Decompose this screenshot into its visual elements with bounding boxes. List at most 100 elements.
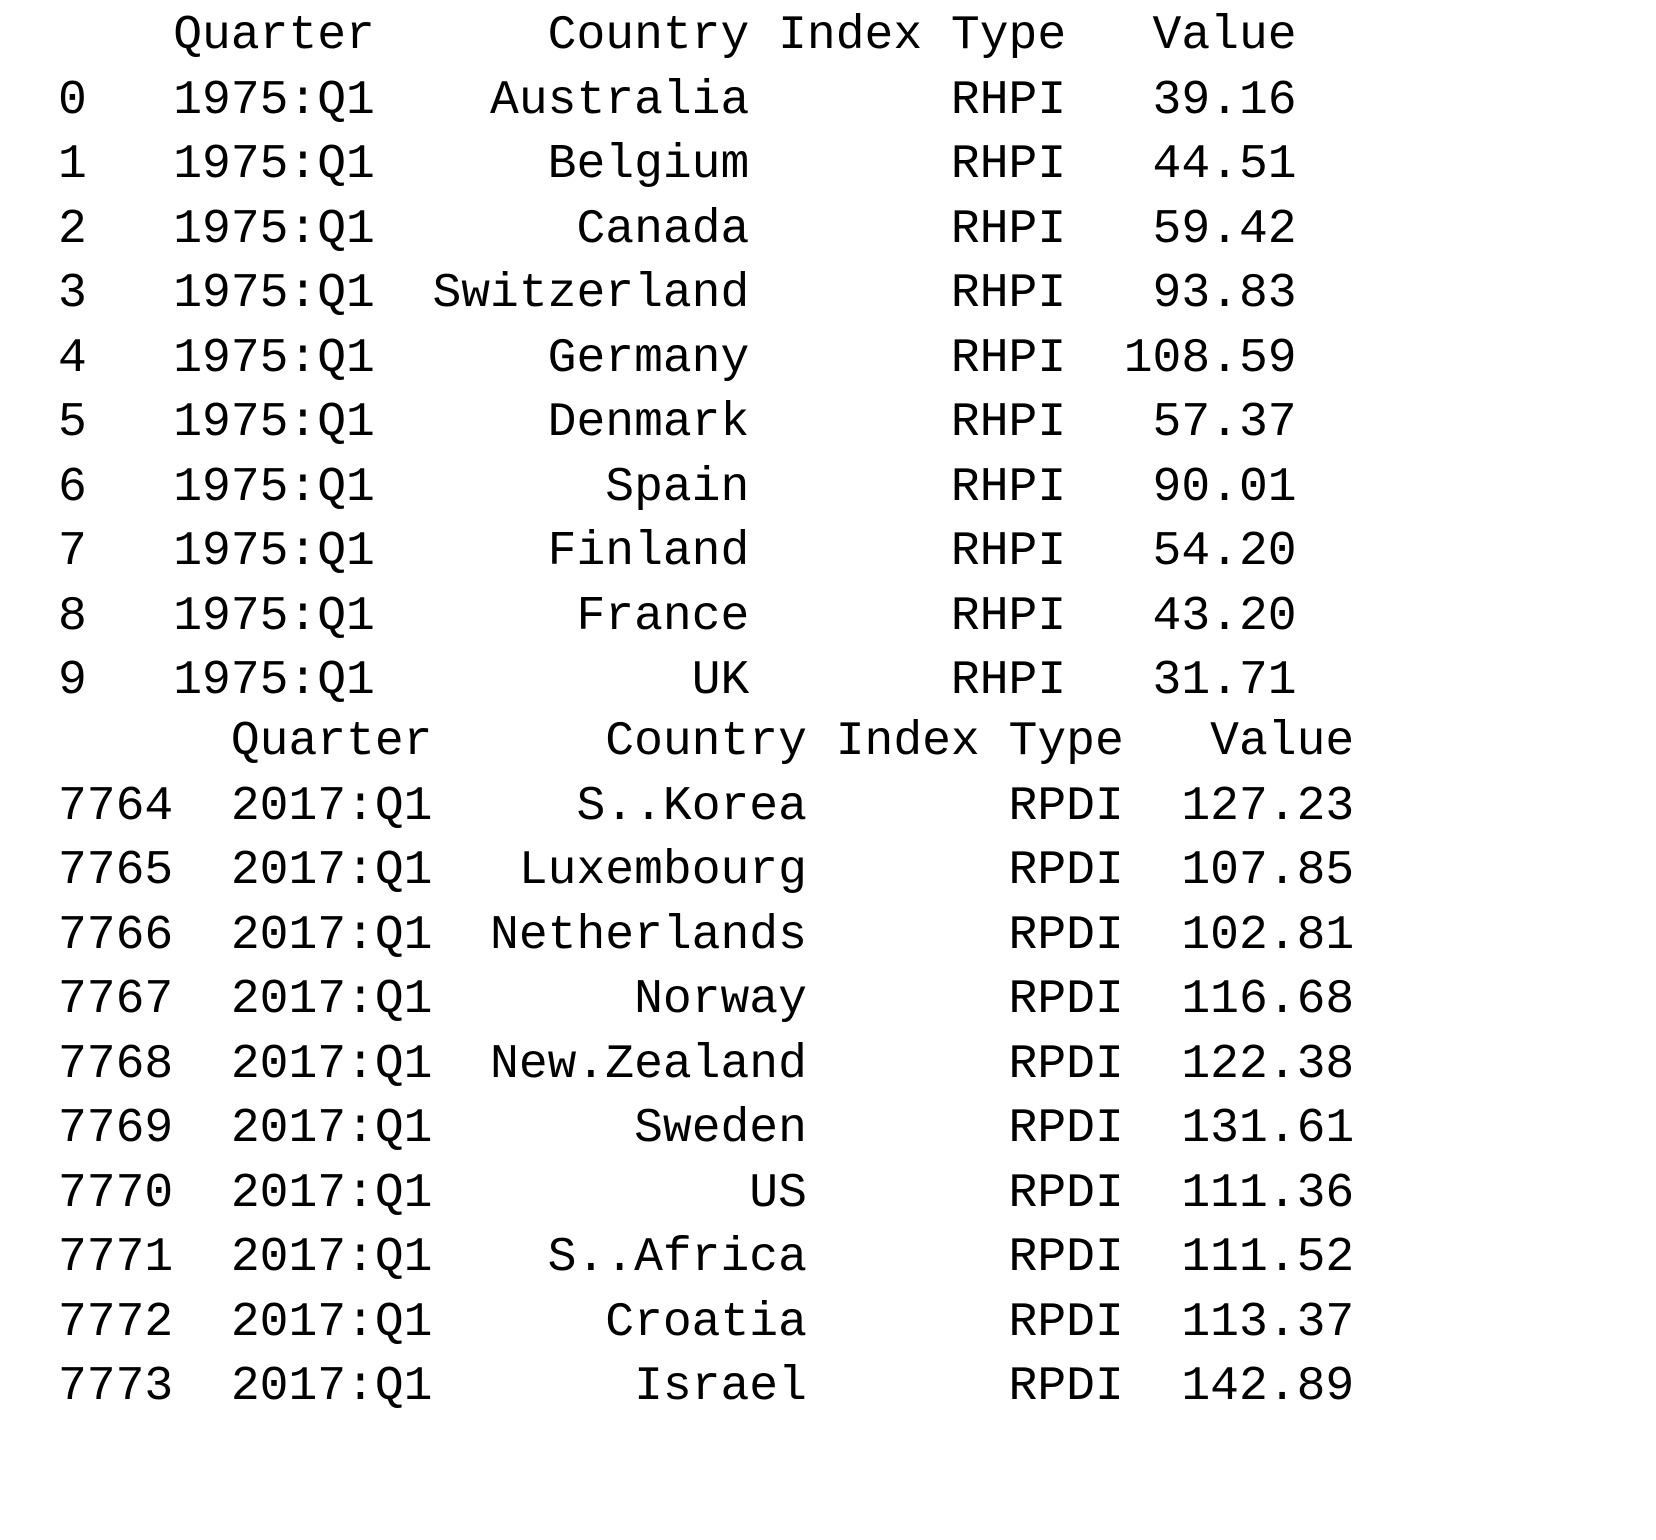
column-header-value: Value bbox=[1152, 9, 1297, 63]
row-index: 7772 bbox=[58, 1295, 174, 1350]
cell-value: 43.20 bbox=[1152, 589, 1297, 644]
cell-value: 54.20 bbox=[1152, 525, 1297, 579]
cell-country: Israel bbox=[634, 1360, 807, 1414]
row-index: 7767 bbox=[58, 973, 174, 1027]
dataframe-tail: Quarter Country Index Type Value 7764 2017:Q1… bbox=[58, 710, 1354, 1420]
table-row: 4 1975:Q1 Germany RHPI 108.59 bbox=[58, 327, 1297, 392]
column-header-value: Value bbox=[1210, 715, 1355, 769]
row-index: 7765 bbox=[58, 844, 174, 898]
cell-quarter: 1975:Q1 bbox=[173, 525, 375, 579]
row-index: 0 bbox=[58, 73, 87, 128]
cell-country: France bbox=[576, 589, 750, 644]
cell-quarter: 1975:Q1 bbox=[173, 654, 375, 708]
cell-value: 44.51 bbox=[1152, 138, 1297, 192]
cell-country: S..Africa bbox=[547, 1231, 807, 1285]
row-index: 4 bbox=[58, 331, 87, 386]
column-header-quarter: Quarter bbox=[173, 9, 375, 63]
row-index: 1 bbox=[58, 138, 87, 192]
cell-index-type: RPDI bbox=[1008, 973, 1124, 1027]
cell-value: 113.37 bbox=[1181, 1295, 1355, 1350]
cell-index-type: RHPI bbox=[950, 73, 1067, 128]
cell-country: Finland bbox=[547, 525, 750, 579]
cell-index-type: RPDI bbox=[1008, 844, 1124, 898]
table-row: 7768 2017:Q1 New.Zealand RPDI 122.38 bbox=[58, 1033, 1354, 1098]
row-index: 9 bbox=[58, 654, 87, 708]
column-header-row: Quarter Country Index Type Value bbox=[58, 710, 1354, 775]
cell-value: 111.36 bbox=[1181, 1166, 1355, 1221]
dataframe-head: Quarter Country Index Type Value 0 1975:Q1 Aus… bbox=[58, 4, 1297, 714]
cell-value: 122.38 bbox=[1181, 1037, 1355, 1092]
cell-quarter: 1975:Q1 bbox=[173, 73, 375, 128]
cell-quarter: 2017:Q1 bbox=[230, 1166, 433, 1221]
cell-country: Australia bbox=[490, 73, 750, 128]
row-index: 3 bbox=[58, 267, 87, 321]
cell-country: Sweden bbox=[634, 1102, 807, 1156]
cell-country: Belgium bbox=[547, 138, 750, 192]
column-header-country: Country bbox=[605, 715, 807, 769]
cell-value: 31.71 bbox=[1152, 654, 1297, 708]
row-index: 7769 bbox=[58, 1102, 174, 1156]
table-row: 0 1975:Q1 Australia RHPI 39.16 bbox=[58, 69, 1297, 134]
cell-quarter: 2017:Q1 bbox=[230, 844, 433, 898]
table-row: 7765 2017:Q1 Luxembourg RPDI 107.85 bbox=[58, 839, 1354, 904]
cell-index-type: RHPI bbox=[950, 202, 1067, 257]
table-row: 7772 2017:Q1 Croatia RPDI 113.37 bbox=[58, 1291, 1354, 1356]
cell-quarter: 2017:Q1 bbox=[230, 1102, 433, 1156]
table-row: 7771 2017:Q1 S..Africa RPDI 111.52 bbox=[58, 1226, 1354, 1291]
cell-value: 127.23 bbox=[1181, 779, 1355, 834]
table-row: 5 1975:Q1 Denmark RHPI 57.37 bbox=[58, 391, 1297, 456]
cell-quarter: 1975:Q1 bbox=[173, 202, 375, 257]
row-index: 7766 bbox=[58, 908, 174, 963]
table-row: 3 1975:Q1 Switzerland RHPI 93.83 bbox=[58, 262, 1297, 327]
cell-index-type: RPDI bbox=[1008, 1166, 1124, 1221]
cell-country: Norway bbox=[634, 973, 807, 1027]
table-row: 2 1975:Q1 Canada RHPI 59.42 bbox=[58, 198, 1297, 263]
cell-index-type: RHPI bbox=[950, 396, 1067, 450]
row-index: 7770 bbox=[58, 1166, 174, 1221]
cell-country: US bbox=[749, 1166, 807, 1221]
cell-quarter: 1975:Q1 bbox=[173, 138, 375, 192]
cell-value: 102.81 bbox=[1181, 908, 1355, 963]
table-row: 9 1975:Q1 UK RHPI 31.71 bbox=[58, 649, 1297, 714]
row-index: 6 bbox=[58, 460, 87, 515]
table-row: 7769 2017:Q1 Sweden RPDI 131.61 bbox=[58, 1097, 1354, 1162]
table-row: 7770 2017:Q1 US RPDI 111.36 bbox=[58, 1162, 1354, 1227]
cell-index-type: RPDI bbox=[1008, 1102, 1124, 1156]
cell-country: Denmark bbox=[547, 396, 750, 450]
cell-quarter: 1975:Q1 bbox=[173, 460, 375, 515]
cell-index-type: RHPI bbox=[950, 589, 1067, 644]
cell-value: 131.61 bbox=[1181, 1102, 1355, 1156]
index-header-spacer bbox=[58, 710, 231, 775]
cell-quarter: 2017:Q1 bbox=[230, 908, 433, 963]
cell-value: 59.42 bbox=[1152, 202, 1297, 257]
cell-value: 57.37 bbox=[1152, 396, 1297, 450]
column-header-country: Country bbox=[547, 9, 750, 63]
cell-index-type: RHPI bbox=[950, 331, 1067, 386]
cell-index-type: RHPI bbox=[950, 138, 1067, 192]
cell-index-type: RPDI bbox=[1008, 1037, 1124, 1092]
row-index: 7 bbox=[58, 525, 87, 579]
cell-country: Luxembourg bbox=[518, 844, 807, 898]
column-header-index-type: Index Type bbox=[835, 715, 1124, 769]
cell-quarter: 2017:Q1 bbox=[230, 1295, 433, 1350]
row-index: 5 bbox=[58, 396, 87, 450]
column-header-row: Quarter Country Index Type Value bbox=[58, 4, 1297, 69]
table-row: 7767 2017:Q1 Norway RPDI 116.68 bbox=[58, 968, 1354, 1033]
cell-country: Spain bbox=[605, 460, 750, 515]
cell-quarter: 1975:Q1 bbox=[173, 331, 375, 386]
cell-value: 142.89 bbox=[1181, 1360, 1355, 1414]
row-index: 7771 bbox=[58, 1231, 174, 1285]
cell-quarter: 1975:Q1 bbox=[173, 267, 375, 321]
cell-country: Canada bbox=[576, 202, 750, 257]
cell-quarter: 2017:Q1 bbox=[230, 1037, 433, 1092]
cell-country: Croatia bbox=[605, 1295, 807, 1350]
row-index: 7768 bbox=[58, 1037, 174, 1092]
cell-country: Switzerland bbox=[432, 267, 750, 321]
cell-country: Germany bbox=[547, 331, 750, 386]
cell-quarter: 2017:Q1 bbox=[230, 779, 433, 834]
cell-index-type: RHPI bbox=[950, 460, 1067, 515]
column-header-quarter: Quarter bbox=[230, 715, 433, 769]
cell-value: 39.16 bbox=[1152, 73, 1297, 128]
cell-index-type: RPDI bbox=[1008, 779, 1124, 834]
cell-index-type: RHPI bbox=[950, 525, 1067, 579]
